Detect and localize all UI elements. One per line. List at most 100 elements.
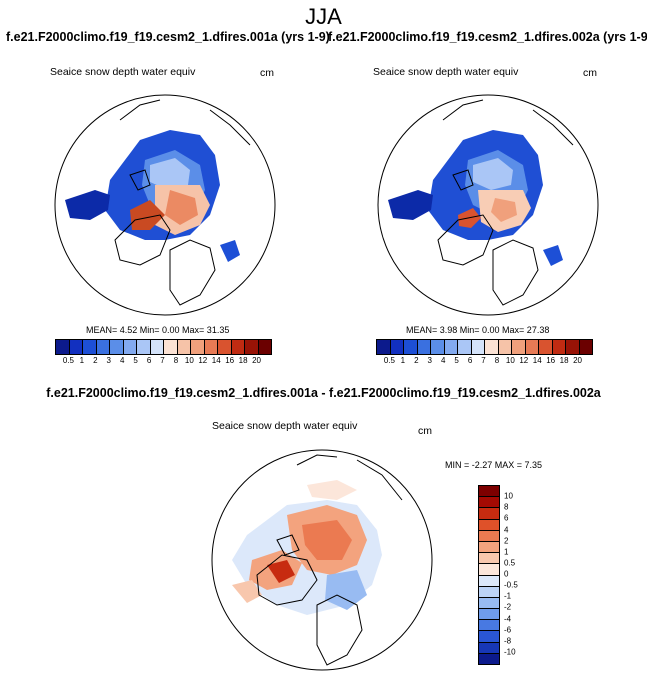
difference-colorbar-labels: 10 8 6 4 2 1 0.5 0 -0.5 -1 -2 -4 -6 -8 -10 — [504, 485, 544, 663]
colorbar-tick-label: 3 — [106, 356, 111, 365]
colorbar-tick-label: 0.5 — [62, 356, 74, 365]
case1-title: f.e21.F2000climo.f19_f19.cesm2_1.dfires.… — [6, 30, 330, 44]
colorbar-swatch — [471, 340, 485, 354]
colorbar-tick-label: -8 — [504, 636, 512, 646]
colorbar-swatch — [479, 586, 499, 598]
colorbar-swatch — [404, 340, 418, 354]
colorbar-swatch — [164, 340, 178, 354]
colorbar-swatch — [431, 340, 445, 354]
colorbar-swatch — [512, 340, 526, 354]
colorbar-swatch — [552, 340, 566, 354]
colorbar-tick-label: -0.5 — [504, 580, 518, 590]
panel2-units: cm — [583, 67, 597, 79]
difference-colorbar — [478, 485, 500, 665]
colorbar-tick-label: 2 — [504, 536, 509, 546]
colorbar-swatch — [96, 340, 110, 354]
colorbar-tick-label: 4 — [504, 525, 509, 534]
difference-title: f.e21.F2000climo.f19_f19.cesm2_1.dfires.… — [46, 386, 601, 400]
colorbar-tick-label: 12 — [198, 356, 208, 365]
panel1-coastlines — [114, 99, 251, 306]
figure-title: JJA — [305, 4, 342, 29]
colorbar-tick-label: 6 — [467, 356, 473, 365]
colorbar-swatch — [479, 620, 499, 632]
colorbar-tick-label: 8 — [494, 356, 500, 365]
colorbar-swatch — [479, 642, 499, 654]
colorbar-swatch — [479, 486, 499, 498]
colorbar-tick-label: 5 — [454, 356, 459, 365]
colorbar-swatch — [150, 340, 164, 354]
colorbar-tick-label: -6 — [504, 625, 512, 635]
colorbar-tick-label: 2 — [93, 356, 98, 365]
colorbar-swatch — [245, 340, 259, 354]
colorbar-tick-label: -10 — [504, 647, 516, 657]
panel2-field — [388, 130, 563, 266]
colorbar-swatch — [479, 497, 499, 509]
panel2-variable-label: Seaice snow depth water equiv — [373, 66, 519, 78]
colorbar-swatch — [479, 564, 499, 576]
colorbar-tick-label: 5 — [133, 356, 138, 365]
colorbar-tick-label: 10 — [505, 356, 515, 365]
colorbar-tick-label: 10 — [184, 356, 194, 365]
colorbar-tick-label: 8 — [504, 502, 509, 512]
colorbar-swatch — [137, 340, 151, 354]
diff-variable-label: Seaice snow depth water equiv — [212, 420, 358, 432]
colorbar-tick-label: 14 — [211, 356, 221, 365]
panel1-stats: MEAN= 4.52 Min= 0.00 Max= 31.35 — [86, 325, 230, 335]
colorbar-tick-label: 0 — [504, 569, 509, 579]
colorbar-tick-label: 12 — [519, 356, 529, 365]
colorbar-swatch — [579, 340, 592, 354]
colorbar-swatch — [479, 519, 499, 531]
panel2-colorbar-labels: 0.5 1 2 3 4 5 6 7 8 10 12 14 16 18 20 — [376, 356, 591, 368]
colorbar-tick-label: 6 — [504, 513, 509, 523]
colorbar-tick-label: 4 — [119, 356, 125, 365]
colorbar-swatch — [231, 340, 245, 354]
colorbar-tick-label: 4 — [440, 356, 446, 365]
colorbar-tick-label: 7 — [160, 356, 165, 365]
colorbar-tick-label: 20 — [252, 356, 262, 365]
colorbar-swatch — [377, 340, 391, 354]
colorbar-tick-label: 8 — [173, 356, 179, 365]
colorbar-swatch — [498, 340, 512, 354]
colorbar-swatch — [479, 553, 499, 565]
colorbar-swatch — [479, 508, 499, 520]
colorbar-tick-label: 14 — [532, 356, 542, 365]
panel1-polar-map — [54, 94, 276, 316]
colorbar-tick-label: -2 — [504, 602, 512, 612]
colorbar-tick-label: 2 — [414, 356, 419, 365]
panel2-polar-map — [377, 94, 599, 316]
difference-field — [232, 480, 382, 615]
colorbar-swatch — [123, 340, 137, 354]
colorbar-swatch — [479, 575, 499, 587]
colorbar-swatch — [479, 530, 499, 542]
colorbar-swatch — [479, 597, 499, 610]
colorbar-swatch — [218, 340, 232, 354]
panel2-coastlines — [437, 99, 574, 306]
case2-title: f.e21.F2000climo.f19_f19.cesm2_1.dfires.… — [328, 30, 647, 44]
panel1-field — [65, 130, 240, 262]
colorbar-tick-label: -1 — [504, 591, 512, 601]
colorbar-swatch — [444, 340, 458, 354]
colorbar-tick-label: 1 — [79, 356, 85, 365]
colorbar-tick-label: 20 — [573, 356, 583, 365]
colorbar-swatch — [525, 340, 539, 354]
colorbar-tick-label: 1 — [400, 356, 406, 365]
colorbar-tick-label: 0.5 — [504, 558, 516, 568]
colorbar-tick-label: 16 — [225, 356, 235, 365]
colorbar-swatch — [390, 340, 404, 354]
panel1-colorbar — [55, 339, 272, 355]
colorbar-tick-label: 7 — [481, 356, 486, 365]
diff-units: cm — [418, 425, 432, 437]
colorbar-tick-label: 0.5 — [383, 356, 395, 365]
colorbar-swatch — [258, 340, 271, 354]
colorbar-tick-label: -4 — [504, 614, 512, 623]
colorbar-swatch — [69, 340, 83, 354]
colorbar-tick-label: 18 — [238, 356, 248, 365]
colorbar-swatch — [56, 340, 70, 354]
colorbar-swatch — [539, 340, 553, 354]
panel2-stats: MEAN= 3.98 Min= 0.00 Max= 27.38 — [406, 325, 550, 335]
colorbar-tick-label: 6 — [146, 356, 152, 365]
colorbar-swatch — [110, 340, 124, 354]
panel1-variable-label: Seaice snow depth water equiv — [50, 66, 196, 78]
panel2-colorbar — [376, 339, 593, 355]
colorbar-swatch — [479, 653, 499, 664]
